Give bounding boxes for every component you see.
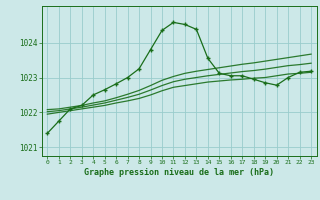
- X-axis label: Graphe pression niveau de la mer (hPa): Graphe pression niveau de la mer (hPa): [84, 168, 274, 177]
